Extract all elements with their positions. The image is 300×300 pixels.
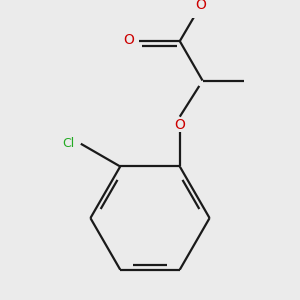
Text: O: O (123, 33, 134, 47)
Text: Cl: Cl (62, 137, 74, 150)
Text: O: O (195, 0, 206, 13)
Text: O: O (174, 118, 185, 132)
